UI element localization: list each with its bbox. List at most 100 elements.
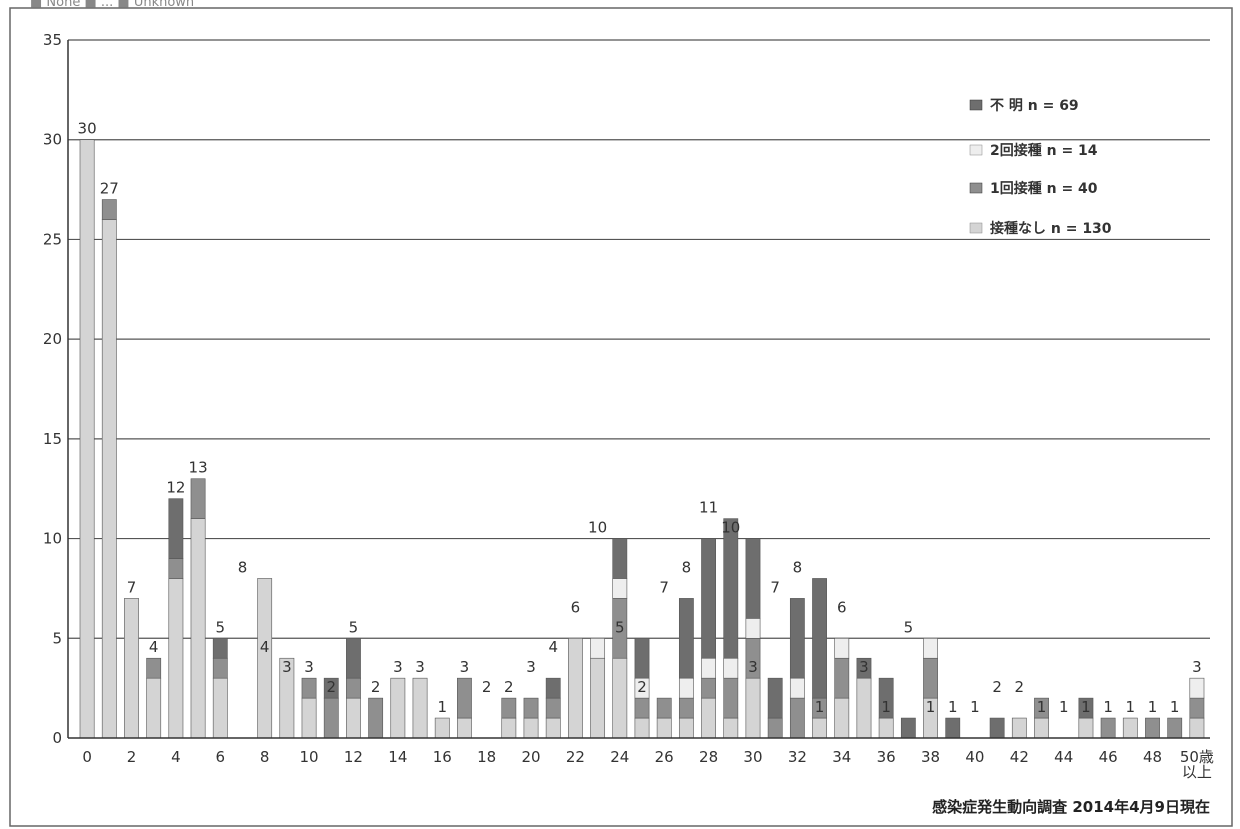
y-tick-label: 25 <box>43 230 62 248</box>
legend-label-none: 接種なし n = 130 <box>990 220 1112 237</box>
bar-segment <box>1189 717 1205 739</box>
data-label: 5 <box>349 618 359 636</box>
bar-segment <box>945 717 961 739</box>
x-tick-label: 24 <box>610 748 629 766</box>
data-label: 2 <box>1015 678 1025 696</box>
data-label: 2 <box>326 678 336 696</box>
bar-segment <box>900 717 916 739</box>
bar-segment <box>878 717 894 739</box>
bar-segment <box>656 697 672 719</box>
x-tick-label: 50歳 <box>1180 748 1214 766</box>
bar-segment <box>457 717 472 739</box>
bar-segment <box>834 637 850 659</box>
data-label: 1 <box>1059 698 1069 716</box>
bar-segment <box>878 677 894 719</box>
data-label: 3 <box>526 658 536 676</box>
x-tick-label: 以上 <box>1182 763 1212 781</box>
x-tick-label: 12 <box>344 748 363 766</box>
bar-segment <box>368 697 384 739</box>
data-label: 1 <box>437 698 447 716</box>
legend-label-one-dose: 1回接種 n = 40 <box>990 180 1098 197</box>
legend-swatch-unknown <box>969 99 983 111</box>
source-note: 感染症発生動向調査 2014年4月9日現在 <box>932 798 1210 816</box>
bar-segment <box>168 558 184 579</box>
bar-segment <box>168 578 184 739</box>
bar-segment <box>678 697 694 719</box>
bar-segment <box>590 657 606 739</box>
y-tick-labels: 0 5 10 15 20 25 30 35 <box>43 31 62 747</box>
data-label: 7 <box>659 578 669 596</box>
data-label: 30 <box>78 120 97 138</box>
bar-segment <box>146 677 162 739</box>
bar-segment <box>346 637 361 679</box>
bar-segment <box>612 657 628 739</box>
x-tick-label: 18 <box>477 748 496 766</box>
data-label: 2 <box>992 678 1002 696</box>
x-tick-label: 30 <box>743 748 762 766</box>
y-tick-label: 0 <box>52 729 62 747</box>
top-fragment-text: ■ None ■ ... ■ Unknown <box>30 0 194 10</box>
bar-segment <box>323 677 339 699</box>
x-tick-label: 28 <box>699 748 718 766</box>
bar-segment <box>257 578 273 739</box>
bar-segment <box>989 717 1005 739</box>
bar-segment <box>634 717 650 739</box>
x-tick-label: 20 <box>521 748 540 766</box>
bar-segment <box>723 518 739 659</box>
data-label: 7 <box>770 578 780 596</box>
bar-segment <box>1034 697 1049 719</box>
data-label: 7 <box>127 578 137 596</box>
bar-segment <box>190 478 206 519</box>
x-tick-labels: 0 2 4 6 8 10 12 14 16 18 20 22 24 26 28 30 32 34 36 38 40 42 4… <box>82 748 1214 781</box>
x-tick-label: 36 <box>877 748 896 766</box>
bar-segment <box>656 717 672 739</box>
data-label: 8 <box>682 558 692 576</box>
data-label: 1 <box>1148 698 1158 716</box>
data-label: 1 <box>881 698 891 716</box>
x-tick-label: 2 <box>127 748 137 766</box>
data-label: 6 <box>571 598 581 616</box>
data-label: 5 <box>904 618 914 636</box>
bar-segment <box>1167 717 1183 739</box>
bar-segment <box>789 598 805 679</box>
x-tick-label: 10 <box>300 748 319 766</box>
x-tick-label: 14 <box>388 748 407 766</box>
data-label: 27 <box>100 180 119 198</box>
legend-label-unknown: 不 明 n = 69 <box>990 98 1079 114</box>
data-label: 8 <box>238 558 248 576</box>
bar-segment <box>1078 717 1094 739</box>
data-label: 1 <box>1126 698 1136 716</box>
bar-segment <box>1189 697 1205 719</box>
bar-segment <box>634 697 650 719</box>
bar-segment <box>501 717 517 739</box>
legend: 不 明 n = 69 2回接種 n = 14 1回接種 n = 40 接種なし … <box>969 98 1112 237</box>
bar-segment <box>590 637 606 659</box>
bar-segment <box>346 697 361 739</box>
bar-segment <box>612 578 628 599</box>
bar-segment <box>1100 717 1116 739</box>
x-tick-label: 38 <box>921 748 940 766</box>
bar-segment <box>856 677 872 739</box>
x-tick-label: 6 <box>216 748 226 766</box>
data-label: 1 <box>948 698 958 716</box>
bar-segment <box>434 717 450 739</box>
bar-segment <box>212 637 228 659</box>
y-tick-label: 20 <box>43 330 62 348</box>
bar-segment <box>634 637 650 679</box>
x-tick-label: 26 <box>655 748 674 766</box>
bar-segment <box>789 697 805 739</box>
bar-segment <box>612 538 628 579</box>
y-tick-label: 5 <box>52 629 62 647</box>
bar-segment <box>767 677 783 719</box>
bar-segment <box>723 657 739 679</box>
data-label: 3 <box>304 658 314 676</box>
bar-segment <box>457 677 472 719</box>
legend-swatch-two-doses <box>969 144 983 156</box>
x-tick-label: 8 <box>260 748 270 766</box>
bar-segment <box>812 717 827 739</box>
data-label: 13 <box>189 459 208 477</box>
data-label: 3 <box>460 658 470 676</box>
data-label: 3 <box>748 658 758 676</box>
data-label: 3 <box>859 658 869 676</box>
